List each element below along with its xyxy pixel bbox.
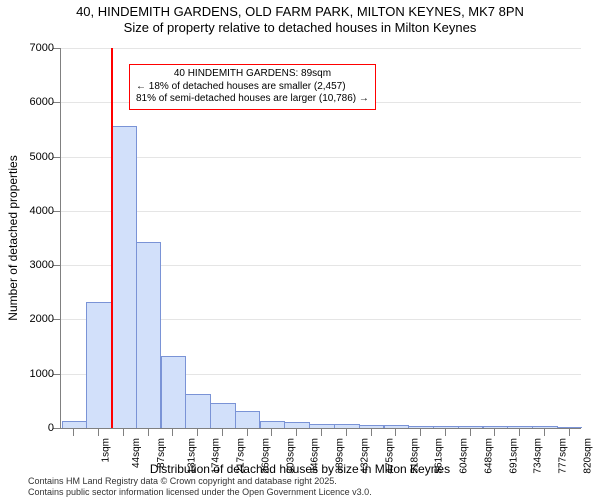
y-tick-label: 1000 <box>30 368 54 380</box>
x-tick <box>371 428 372 436</box>
bar-group <box>482 48 507 428</box>
x-tick <box>420 428 421 436</box>
y-tick <box>53 374 61 375</box>
x-tick <box>123 428 124 436</box>
x-tick <box>271 428 272 436</box>
y-tick <box>53 157 61 158</box>
bar-group <box>556 48 581 428</box>
y-tick <box>53 265 61 266</box>
bar <box>86 302 112 428</box>
footer-line-1: Contains HM Land Registry data © Crown c… <box>28 476 337 486</box>
bar-group <box>531 48 556 428</box>
annotation-box: 40 HINDEMITH GARDENS: 89sqm← 18% of deta… <box>129 64 376 110</box>
y-tick-label: 7000 <box>30 42 54 54</box>
bar <box>185 394 211 428</box>
annotation-line: 81% of semi-detached houses are larger (… <box>136 93 369 106</box>
bar <box>210 403 236 428</box>
annotation-line: 40 HINDEMITH GARDENS: 89sqm <box>136 68 369 81</box>
x-tick <box>544 428 545 436</box>
x-tick <box>569 428 570 436</box>
chart-title: 40, HINDEMITH GARDENS, OLD FARM PARK, MI… <box>0 4 600 37</box>
title-line-1: 40, HINDEMITH GARDENS, OLD FARM PARK, MI… <box>76 4 524 19</box>
x-tick <box>172 428 173 436</box>
bar-group <box>507 48 532 428</box>
bar-group <box>61 48 86 428</box>
x-tick <box>395 428 396 436</box>
plot-area: 40 HINDEMITH GARDENS: 89sqm← 18% of deta… <box>60 48 581 429</box>
footer-attribution: Contains HM Land Registry data © Crown c… <box>28 476 372 498</box>
x-tick-label: 1sqm <box>101 438 112 462</box>
x-tick <box>197 428 198 436</box>
x-tick <box>222 428 223 436</box>
y-tick-label: 2000 <box>30 313 54 325</box>
y-tick <box>53 319 61 320</box>
y-tick-label: 0 <box>48 422 54 434</box>
bar <box>111 126 137 428</box>
y-axis-label: Number of detached properties <box>6 155 20 320</box>
y-tick <box>53 48 61 49</box>
bar-group <box>432 48 457 428</box>
bar-group <box>86 48 111 428</box>
bar <box>62 421 88 429</box>
x-tick <box>519 428 520 436</box>
x-tick <box>73 428 74 436</box>
footer-line-2: Contains public sector information licen… <box>28 487 372 497</box>
bar-group <box>457 48 482 428</box>
title-line-2: Size of property relative to detached ho… <box>124 20 477 35</box>
y-tick-label: 3000 <box>30 259 54 271</box>
x-tick <box>247 428 248 436</box>
y-tick-label: 4000 <box>30 205 54 217</box>
y-tick <box>53 102 61 103</box>
x-tick <box>148 428 149 436</box>
x-tick <box>321 428 322 436</box>
bar-group <box>408 48 433 428</box>
chart-root: 40, HINDEMITH GARDENS, OLD FARM PARK, MI… <box>0 0 600 500</box>
bar <box>235 411 261 428</box>
bar <box>161 356 187 428</box>
x-tick <box>494 428 495 436</box>
marker-line <box>111 48 113 428</box>
bar <box>136 242 162 428</box>
x-tick <box>98 428 99 436</box>
annotation-line: ← 18% of detached houses are smaller (2,… <box>136 81 369 94</box>
bar <box>260 421 286 429</box>
x-tick <box>445 428 446 436</box>
x-tick <box>470 428 471 436</box>
bar-group <box>383 48 408 428</box>
x-tick <box>346 428 347 436</box>
y-tick-label: 6000 <box>30 96 54 108</box>
y-tick <box>53 211 61 212</box>
x-axis-label: Distribution of detached houses by size … <box>0 462 600 476</box>
y-tick <box>53 428 61 429</box>
y-tick-label: 5000 <box>30 151 54 163</box>
x-tick <box>296 428 297 436</box>
